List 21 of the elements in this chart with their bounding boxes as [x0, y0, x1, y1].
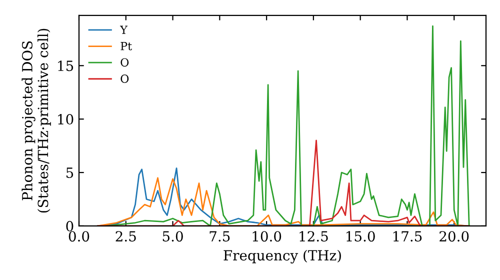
x-tick-label: 15.0 — [346, 231, 375, 242]
y-axis-title: Phonon projected DOS (States/THz·primitive cell) — [22, 28, 51, 213]
legend-label: O — [120, 58, 129, 67]
y-tick-label: 10 — [58, 114, 74, 125]
legend-label: Y — [120, 26, 128, 34]
line-series — [97, 177, 468, 226]
x-tick-label: 2.5 — [116, 231, 136, 242]
y-tick-label: 0 — [66, 220, 74, 232]
line-series — [106, 25, 470, 226]
x-tick-label: 20.0 — [440, 231, 469, 242]
y-tick-label: 15 — [58, 60, 74, 72]
x-tick-label: 7.5 — [210, 231, 230, 242]
y-tick-label: 5 — [66, 168, 74, 178]
x-tick-label: 17.5 — [393, 231, 422, 242]
legend-label: O — [120, 74, 129, 83]
x-tick-label: 12.5 — [300, 231, 328, 242]
legend-label: Pt — [120, 42, 132, 50]
x-tick-label: 5.0 — [162, 231, 183, 242]
x-axis-title: Frequency (THz) — [224, 250, 341, 264]
x-tick-label: 10.0 — [252, 231, 282, 242]
x-tick-label: 0.0 — [68, 231, 90, 242]
